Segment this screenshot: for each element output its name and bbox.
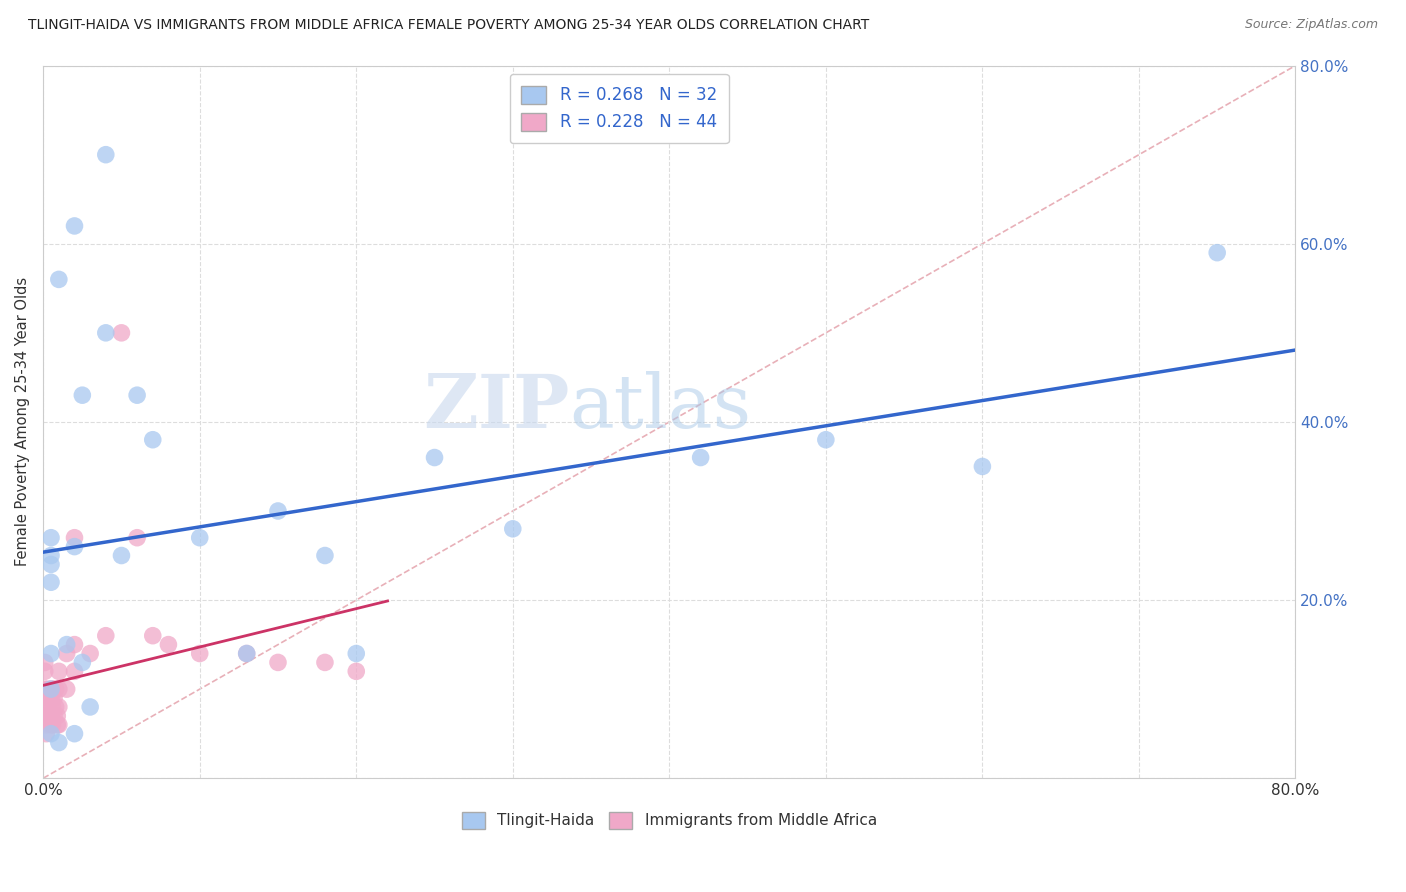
Point (314, 656, 336, 670)
Point (314, 549, 336, 563)
Point (45, 700, 67, 714)
Point (48, 665, 70, 679)
Point (39, 691, 62, 706)
Point (63, 665, 86, 679)
Point (46, 709, 69, 723)
Point (235, 647, 257, 661)
Point (34, 665, 56, 679)
Point (39, 549, 62, 563)
Point (94, 629, 117, 643)
Point (55, 682, 77, 697)
Point (814, 433, 837, 447)
Point (63, 531, 86, 545)
Text: Source: ZipAtlas.com: Source: ZipAtlas.com (1244, 18, 1378, 31)
Point (344, 665, 367, 679)
Point (41, 700, 63, 714)
Point (39, 682, 62, 697)
Point (48, 272, 70, 286)
Point (41, 682, 63, 697)
Point (127, 531, 149, 545)
Point (972, 459, 994, 474)
Point (39, 709, 62, 723)
Point (142, 433, 165, 447)
Text: TLINGIT-HAIDA VS IMMIGRANTS FROM MIDDLE AFRICA FEMALE POVERTY AMONG 25-34 YEAR O: TLINGIT-HAIDA VS IMMIGRANTS FROM MIDDLE … (28, 18, 869, 32)
Point (34, 700, 56, 714)
Point (39, 682, 62, 697)
Point (37, 700, 59, 714)
Point (72, 388, 94, 402)
Point (63, 727, 86, 741)
Text: ZIP: ZIP (423, 371, 569, 444)
Point (423, 450, 446, 465)
Point (142, 629, 165, 643)
Point (157, 638, 180, 652)
Point (44, 691, 66, 706)
Point (34, 656, 56, 670)
Point (35, 727, 58, 741)
Point (48, 736, 70, 750)
Point (39, 558, 62, 572)
Point (46, 718, 69, 732)
Point (110, 326, 132, 340)
Point (44, 709, 66, 723)
Point (502, 522, 524, 536)
Point (188, 531, 211, 545)
Point (94, 326, 117, 340)
Point (55, 647, 77, 661)
Point (188, 647, 211, 661)
Point (79, 700, 101, 714)
Text: atlas: atlas (569, 371, 751, 444)
Point (72, 656, 94, 670)
Point (63, 638, 86, 652)
Point (35, 709, 58, 723)
Point (63, 219, 86, 233)
Point (55, 638, 77, 652)
Y-axis label: Female Poverty Among 25-34 Year Olds: Female Poverty Among 25-34 Year Olds (15, 277, 30, 566)
Point (267, 504, 290, 518)
Point (39, 575, 62, 590)
Point (63, 540, 86, 554)
Point (110, 549, 132, 563)
Point (235, 647, 257, 661)
Point (38, 691, 60, 706)
Point (34, 682, 56, 697)
Point (79, 647, 101, 661)
Point (38, 709, 60, 723)
Point (267, 656, 290, 670)
Point (37, 682, 59, 697)
Point (45, 682, 67, 697)
Point (48, 718, 70, 732)
Point (127, 388, 149, 402)
Point (689, 450, 711, 465)
Point (39, 647, 62, 661)
Point (48, 682, 70, 697)
Point (94, 147, 117, 161)
Point (344, 647, 367, 661)
Legend: Tlingit-Haida, Immigrants from Middle Africa: Tlingit-Haida, Immigrants from Middle Af… (456, 805, 883, 835)
Point (48, 700, 70, 714)
Point (39, 718, 62, 732)
Point (41, 718, 63, 732)
Point (39, 531, 62, 545)
Point (1206, 245, 1229, 260)
Point (39, 727, 62, 741)
Point (35, 718, 58, 732)
